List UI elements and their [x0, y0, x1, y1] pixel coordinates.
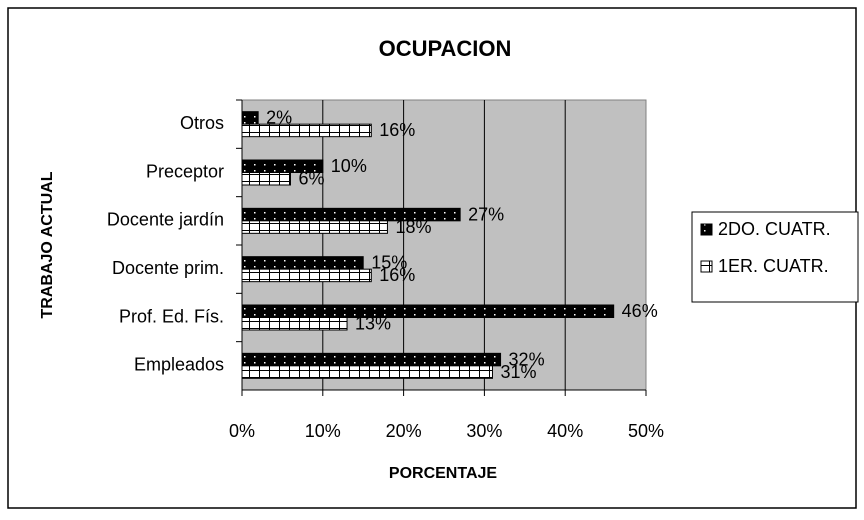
bar: [241, 111, 259, 125]
legend: [691, 211, 859, 303]
y-tick-label: Docente prim.: [112, 258, 224, 278]
value-label: 13%: [355, 314, 391, 334]
x-tick-label: 50%: [628, 421, 664, 441]
value-label: 32%: [509, 349, 545, 369]
value-label: 10%: [331, 156, 367, 176]
value-label: 27%: [468, 204, 504, 224]
chart-title: OCUPACION: [379, 36, 512, 61]
legend-label: 2DO. CUATR.: [718, 219, 831, 239]
x-axis-label: PORCENTAJE: [389, 465, 497, 482]
y-tick-label: Empleados: [134, 355, 224, 375]
y-tick-label: Otros: [180, 113, 224, 133]
value-label: 15%: [371, 253, 407, 273]
x-tick-label: 10%: [305, 421, 341, 441]
bar: [241, 172, 291, 186]
x-tick-label: 20%: [386, 421, 422, 441]
value-label: 2%: [266, 108, 292, 128]
bar: [241, 365, 493, 379]
y-tick-label: Docente jardín: [107, 210, 224, 230]
y-axis-label: TRABAJO ACTUAL: [39, 171, 56, 318]
value-label: 16%: [379, 265, 415, 285]
bar: [241, 352, 502, 367]
plot-area: [241, 99, 647, 391]
bar: [241, 123, 372, 138]
value-label: 16%: [379, 120, 415, 140]
legend-swatch: [700, 260, 713, 273]
value-label: 6%: [298, 169, 324, 189]
x-tick-label: 0%: [229, 421, 255, 441]
bar: [241, 220, 388, 234]
x-tick-label: 30%: [466, 421, 502, 441]
value-label: 31%: [500, 362, 536, 382]
x-tick-label: 40%: [547, 421, 583, 441]
value-label: 46%: [622, 301, 658, 321]
legend-label: 1ER. CUATR.: [718, 256, 829, 276]
legend-swatch: [700, 223, 713, 236]
value-label: 18%: [395, 217, 431, 237]
y-tick-label: Prof. Ed. Fís.: [119, 306, 224, 326]
bar: [241, 317, 348, 331]
bar: [241, 268, 372, 283]
bar: [241, 304, 615, 318]
y-tick-label: Preceptor: [146, 161, 224, 181]
bar: [241, 256, 364, 270]
